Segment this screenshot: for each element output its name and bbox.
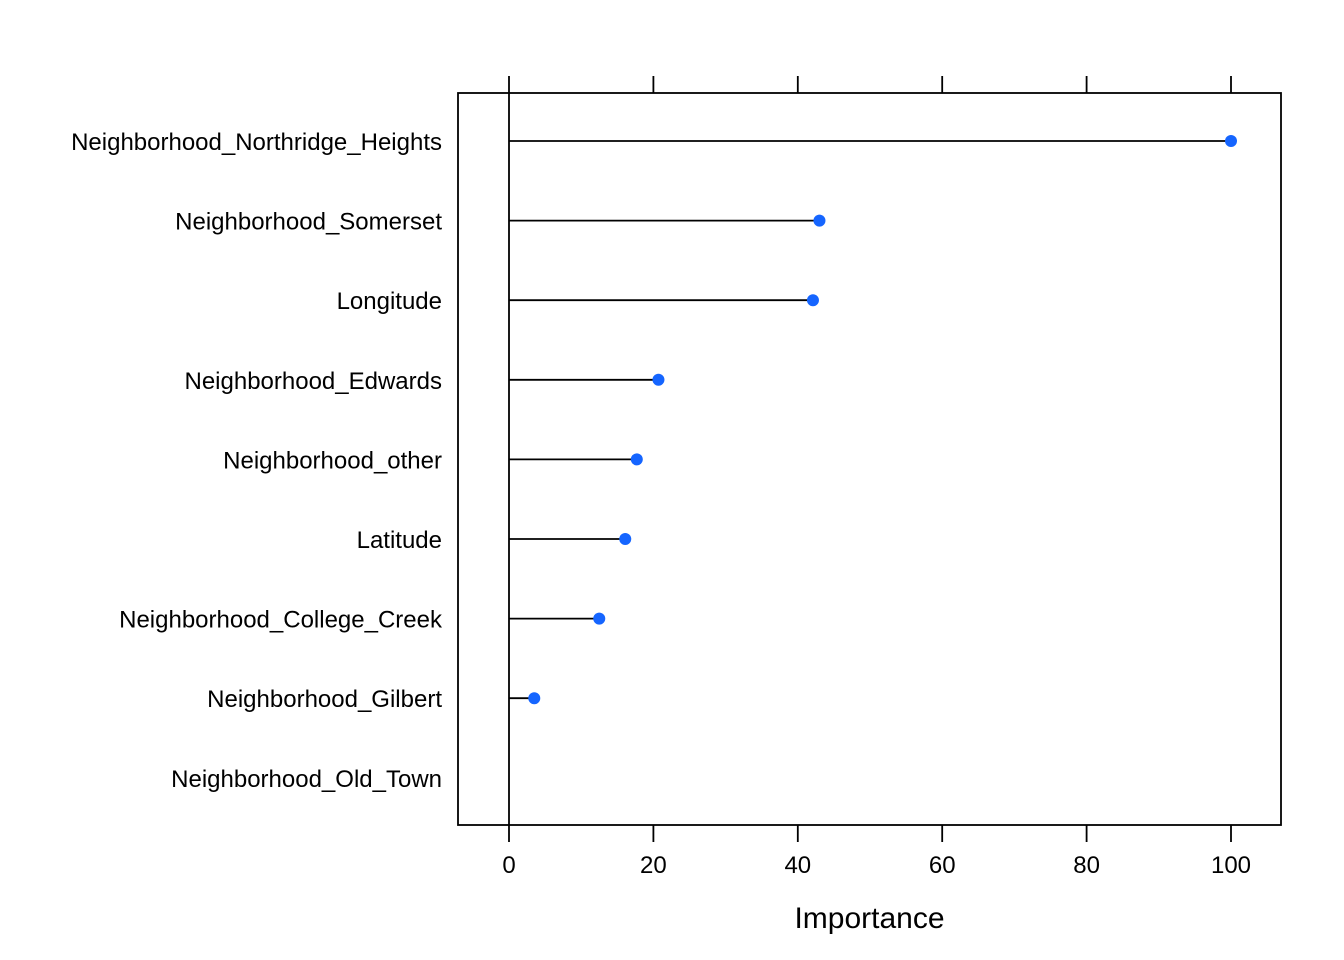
data-row: Neighborhood_Somerset — [175, 209, 826, 236]
category-label: Longitude — [337, 288, 442, 315]
category-label: Neighborhood_Gilbert — [207, 686, 442, 713]
category-label: Latitude — [357, 527, 442, 554]
x-tick-label: 40 — [784, 852, 811, 879]
category-label: Neighborhood_College_Creek — [119, 607, 443, 634]
data-row: Neighborhood_Edwards — [184, 368, 665, 395]
x-tick-label: 0 — [502, 852, 515, 879]
data-row: Longitude — [337, 288, 819, 315]
x-tick-label: 60 — [929, 852, 956, 879]
category-label: Neighborhood_other — [223, 447, 442, 474]
x-tick-label: 100 — [1211, 852, 1251, 879]
data-rows: Neighborhood_Northridge_Heights Neighborh… — [71, 129, 1237, 793]
importance-point — [593, 612, 606, 625]
importance-point — [630, 453, 643, 466]
data-row: Neighborhood_Old_Town — [171, 766, 442, 793]
bottom-axis-ticks: 0 20 40 60 80 100 — [502, 825, 1251, 879]
importance-point — [813, 214, 826, 227]
category-label: Neighborhood_Old_Town — [171, 766, 442, 793]
data-row: Neighborhood_other — [223, 447, 643, 474]
category-label: Neighborhood_Northridge_Heights — [71, 129, 442, 156]
data-row: Neighborhood_College_Creek — [119, 607, 606, 634]
importance-point — [619, 533, 632, 545]
x-tick-label: 20 — [640, 852, 667, 879]
data-row: Neighborhood_Gilbert — [207, 686, 541, 713]
x-axis-title: Importance — [794, 902, 944, 935]
top-axis-ticks — [508, 76, 1232, 93]
data-row: Latitude — [357, 527, 632, 554]
importance-point — [806, 294, 819, 307]
plot-frame — [457, 92, 1282, 826]
importance-point — [1225, 135, 1237, 147]
x-tick-label: 80 — [1073, 852, 1100, 879]
category-label: Neighborhood_Edwards — [184, 368, 442, 395]
data-row: Neighborhood_Northridge_Heights — [71, 129, 1237, 156]
category-label: Neighborhood_Somerset — [175, 209, 442, 236]
importance-point — [528, 692, 541, 705]
importance-point — [652, 373, 665, 386]
